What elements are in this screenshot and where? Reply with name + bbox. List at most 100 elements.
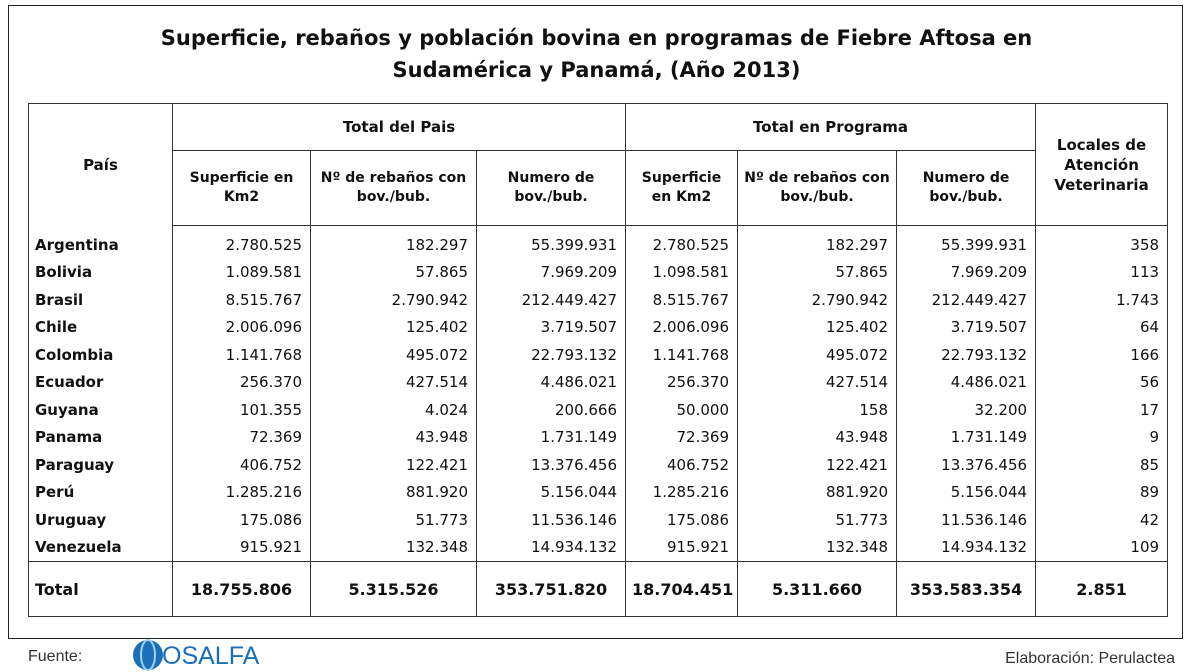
footer-source: Fuente: bbox=[28, 648, 83, 665]
value-cell: 182.297 bbox=[310, 231, 477, 259]
value-cell: 175.086 bbox=[172, 506, 311, 534]
value-cell: 132.348 bbox=[737, 533, 898, 562]
data-row: Guyana 101.355 4.024 200.666 50.000 158 32.200… bbox=[28, 396, 1169, 424]
data-row: Bolivia 1.089.581 57.865 7.969.209 1.098.581… bbox=[28, 258, 1169, 286]
data-row: Ecuador 256.370 427.514 4.486.021 256.370 427… bbox=[28, 368, 1169, 396]
value-cell: 14.934.132 bbox=[896, 533, 1037, 562]
value-cell: 1.141.768 bbox=[172, 341, 311, 369]
value-cell: 22.793.132 bbox=[475, 341, 627, 369]
value-cell: 2.790.942 bbox=[737, 286, 898, 314]
value-cell: 2.006.096 bbox=[625, 313, 739, 341]
value-cell: 51.773 bbox=[310, 506, 477, 534]
logo-text: OSALFA bbox=[162, 642, 260, 670]
value-cell: 427.514 bbox=[737, 368, 898, 396]
value-cell: 51.773 bbox=[737, 506, 898, 534]
value-cell: 406.752 bbox=[172, 451, 311, 479]
value-cell: 2.790.942 bbox=[310, 286, 477, 314]
value-cell: 166 bbox=[1035, 341, 1169, 369]
value-cell: 56 bbox=[1035, 368, 1169, 396]
total-row: Total 18.755.806 5.315.526 353.751.820 18.70… bbox=[28, 561, 1169, 617]
value-cell: 881.920 bbox=[737, 478, 898, 506]
title: Superficie, rebaños y población bovina e… bbox=[0, 22, 1193, 86]
country-cell: Colombia bbox=[28, 341, 173, 369]
value-cell: 4.486.021 bbox=[896, 368, 1037, 396]
value-cell: 256.370 bbox=[172, 368, 311, 396]
value-cell: 9 bbox=[1035, 423, 1169, 451]
value-cell: 495.072 bbox=[310, 341, 477, 369]
value-cell: 57.865 bbox=[737, 258, 898, 286]
value-cell: 1.285.216 bbox=[625, 478, 739, 506]
title-line: Sudamérica y Panamá, (Año 2013) bbox=[392, 58, 801, 82]
title-line: Superficie, rebaños y población bovina e… bbox=[160, 26, 1033, 50]
value-cell: 495.072 bbox=[737, 341, 898, 369]
data-row: Uruguay 175.086 51.773 11.536.146 175.086 51.… bbox=[28, 506, 1169, 534]
value-cell: 915.921 bbox=[172, 533, 311, 562]
total-cell: 18.704.451 bbox=[625, 561, 739, 617]
country-cell: Guyana bbox=[28, 396, 173, 424]
value-cell: 85 bbox=[1035, 451, 1169, 479]
spacer-cell bbox=[896, 225, 1037, 231]
subheader-row: Superficie en Km2 Nº de rebaños con bov./… bbox=[29, 150, 1168, 226]
group-header: Total en Programa bbox=[625, 103, 1037, 151]
value-cell: 406.752 bbox=[625, 451, 739, 479]
table-body: País Total del Pais Total en Programa Lo… bbox=[28, 103, 1169, 617]
value-cell: 17 bbox=[1035, 396, 1169, 424]
value-cell: 55.399.931 bbox=[896, 231, 1037, 259]
value-cell: 915.921 bbox=[625, 533, 739, 562]
value-cell: 101.355 bbox=[172, 396, 311, 424]
value-cell: 11.536.146 bbox=[475, 506, 627, 534]
value-cell: 64 bbox=[1035, 313, 1169, 341]
value-cell: 2.780.525 bbox=[625, 231, 739, 259]
spacer-cell bbox=[475, 225, 627, 231]
country-cell: Perú bbox=[28, 478, 173, 506]
total-cell: 353.751.820 bbox=[475, 561, 627, 617]
country-cell: Argentina bbox=[28, 231, 173, 259]
table: País Total del Pais Total en Programa Lo… bbox=[28, 103, 1169, 617]
value-cell: 1.731.149 bbox=[475, 423, 627, 451]
value-cell: 2.006.096 bbox=[172, 313, 311, 341]
logo-globe bbox=[133, 640, 163, 670]
country-cell: Chile bbox=[28, 313, 173, 341]
value-cell: 256.370 bbox=[625, 368, 739, 396]
data-row: Brasil 8.515.767 2.790.942 212.449.427 8.515… bbox=[28, 286, 1169, 314]
country-cell: Paraguay bbox=[28, 451, 173, 479]
value-cell: 13.376.456 bbox=[475, 451, 627, 479]
value-cell: 42 bbox=[1035, 506, 1169, 534]
value-cell: 5.156.044 bbox=[896, 478, 1037, 506]
total-cell: 5.315.526 bbox=[310, 561, 477, 617]
subheader-cell: Superficie en Km2 bbox=[172, 150, 311, 226]
value-cell: 89 bbox=[1035, 478, 1169, 506]
value-cell: 122.421 bbox=[737, 451, 898, 479]
total-cell: Total bbox=[28, 561, 173, 617]
value-cell: 43.948 bbox=[310, 423, 477, 451]
header-row: País Total del Pais Total en Programa Lo… bbox=[28, 103, 1169, 226]
value-cell: 1.285.216 bbox=[172, 478, 311, 506]
value-cell: 5.156.044 bbox=[475, 478, 627, 506]
total-cell: 5.311.660 bbox=[737, 561, 898, 617]
value-cell: 125.402 bbox=[310, 313, 477, 341]
subheader-cell: Numero de bov./bub. bbox=[475, 150, 627, 226]
value-cell: 55.399.931 bbox=[475, 231, 627, 259]
value-cell: 182.297 bbox=[737, 231, 898, 259]
value-cell: 72.369 bbox=[172, 423, 311, 451]
logo-meridian bbox=[140, 639, 156, 671]
data-row: Perú 1.285.216 881.920 5.156.044 1.285.216 88… bbox=[28, 478, 1169, 506]
value-cell: 7.969.209 bbox=[896, 258, 1037, 286]
header-cell: País bbox=[28, 103, 173, 226]
value-cell: 22.793.132 bbox=[896, 341, 1037, 369]
value-cell: 212.449.427 bbox=[896, 286, 1037, 314]
group-header: Total del Pais bbox=[171, 103, 627, 151]
data-row: Venezuela 915.921 132.348 14.934.132 915.921… bbox=[28, 533, 1169, 562]
value-cell: 11.536.146 bbox=[896, 506, 1037, 534]
value-cell: 358 bbox=[1035, 231, 1169, 259]
value-cell: 3.719.507 bbox=[475, 313, 627, 341]
country-cell: Ecuador bbox=[28, 368, 173, 396]
value-cell: 1.743 bbox=[1035, 286, 1169, 314]
value-cell: 881.920 bbox=[310, 478, 477, 506]
frame bbox=[8, 5, 1183, 639]
subheader-cell: Superficie en Km2 bbox=[625, 150, 739, 226]
logo: OSALFA bbox=[133, 639, 260, 671]
value-cell: 4.486.021 bbox=[475, 368, 627, 396]
footer-credit: Elaboración: Perulactea bbox=[1005, 650, 1175, 667]
